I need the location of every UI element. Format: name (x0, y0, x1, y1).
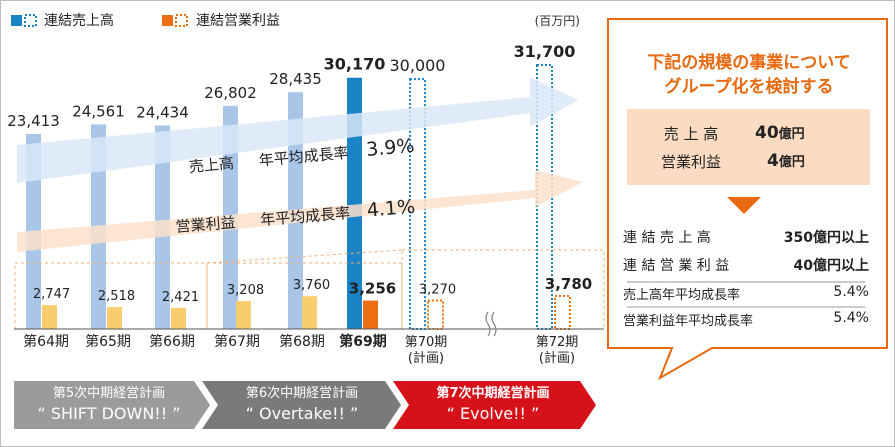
plan-7: 第7次中期経営計画 “ Evolve!! ” (403, 381, 583, 429)
profit-bar-3 (236, 300, 251, 329)
bars-layer: 23,413 2,747 24,561 2,518 24,434 2,421 26,802 3… (7, 42, 592, 331)
profit-bar-2 (171, 307, 186, 329)
profit-value-label-3: 3,208 (227, 283, 264, 298)
target-row-sales-cagr: 売上高年平均成長率 5.4% (623, 284, 869, 306)
target-profit-cagr-value: 5.4% (833, 310, 869, 326)
target-sales-cagr-label: 売上高年平均成長率 (623, 288, 741, 303)
profit-bar-0 (42, 305, 57, 329)
target-sales-cagr-value: 5.4% (833, 284, 869, 300)
profit-value-label-7: 3,780 (545, 275, 592, 293)
x-tick-label-3: 第67期 (214, 333, 260, 350)
scale-sales-label: 売 上 高 (663, 125, 719, 143)
sales-value-label-6: 30,000 (390, 56, 446, 75)
callout-title-line1: 下記の規模の事業について (647, 53, 851, 73)
profit-value-label-0: 2,747 (33, 287, 70, 302)
x-tick-label-2: 第66期 (149, 333, 195, 350)
sales-rate-value: 3.9% (365, 135, 415, 161)
sales-value-label-1: 24,561 (72, 102, 125, 120)
scale-sales-value: 40億円 (755, 123, 805, 143)
profit-value-label-2: 2,421 (162, 290, 199, 305)
profit-bar-6 (427, 299, 444, 331)
plan-chevron-6 (202, 381, 401, 429)
target-sales-value: 350億円以上 (783, 230, 869, 246)
legend-profit-swatch-plan (175, 14, 188, 27)
scale-row-profit: 営業利益 4億円 (627, 151, 870, 175)
target-profit-value: 40億円以上 (793, 258, 869, 274)
target-profit-label: 連 結 営 業 利 益 (623, 258, 730, 274)
legend-profit-label: 連結営業利益 (196, 13, 280, 29)
target-profit-cagr-label: 営業利益年平均成長率 (623, 314, 754, 329)
legend: 連結売上高 連結営業利益 (11, 12, 280, 29)
sales-value-label-5: 30,170 (324, 55, 386, 74)
profit-bar-1 (107, 307, 122, 329)
x-tick-label-7-0: 第72期 (536, 335, 579, 350)
legend-sales-label: 連結売上高 (44, 12, 114, 29)
x-axis-ticks: 第64期 第65期 第66期 第67期 第68期 第69期 第70期(計画)第72期(計画) (23, 333, 578, 366)
legend-sales-swatch-solid (11, 15, 22, 26)
target-row-sales: 連 結 売 上 高 350億円以上 (623, 227, 869, 249)
scale-box: 売 上 高 40億円 営業利益 4億円 (627, 109, 870, 185)
sales-value-label-3: 26,802 (204, 84, 257, 102)
x-tick-label-6-1: (計画) (408, 350, 444, 366)
plan-7-slogan: “ Evolve!! ” (446, 404, 540, 423)
scale-row-sales: 売 上 高 40億円 (627, 123, 870, 147)
profit-value-label-1: 2,518 (98, 289, 135, 304)
legend-profit-swatch-solid (162, 15, 173, 26)
profit-arrow-label: 営業利益 (175, 213, 236, 236)
callout-panel: 下記の規模の事業について グループ化を検討する 売 上 高 40億円 営業利益 … (615, 26, 883, 342)
legend-sales-swatch-plan (24, 14, 37, 27)
x-tick-label-7-1: (計画) (539, 350, 575, 366)
plan-5-slogan: “ SHIFT DOWN!! ” (37, 404, 181, 423)
x-tick-label-4: 第68期 (279, 333, 325, 350)
sales-value-label-2: 24,434 (136, 104, 189, 122)
x-tick-label-1: 第65期 (85, 333, 131, 350)
plan-6-title: 第6次中期経営計画 (245, 386, 359, 401)
x-tick-label-6-0: 第70期 (405, 335, 448, 350)
target-row-profit: 連 結 営 業 利 益 40億円以上 (623, 255, 869, 277)
profit-rate-label: 年平均成長率 (260, 204, 351, 229)
plan-chevron-7 (393, 381, 596, 429)
x-tick-label-0: 第64期 (23, 333, 69, 350)
profit-bar-7 (554, 295, 571, 330)
scale-profit-label: 営業利益 (660, 153, 721, 171)
scale-profit-value: 4億円 (767, 151, 805, 171)
plan-7-title: 第7次中期経営計画 (436, 386, 550, 401)
sales-growth-arrow (17, 77, 578, 183)
sales-arrow-label: 売上高 (188, 154, 234, 176)
axis-break-icon (485, 311, 497, 337)
sales-value-label-0: 23,413 (7, 112, 60, 130)
plan-chevron-5 (14, 381, 210, 429)
sales-value-label-4: 28,435 (269, 70, 322, 88)
sales-value-label-7: 31,700 (514, 42, 576, 61)
x-tick-label-5: 第69期 (339, 333, 386, 350)
plan-6-slogan: “ Overtake!! ” (245, 404, 359, 423)
profit-value-label-6: 3,270 (419, 282, 456, 297)
profit-frame-connector (206, 249, 403, 264)
plan-6: 第6次中期経営計画 “ Overtake!! ” (212, 381, 392, 429)
sales-bar-5 (347, 77, 362, 329)
profit-value-label-5: 3,256 (349, 280, 396, 298)
profit-growth-arrow (17, 170, 583, 252)
profit-frame-right (401, 249, 605, 330)
target-row-profit-cagr: 営業利益年平均成長率 5.4% (623, 310, 869, 332)
unit-label: (百万円) (535, 14, 580, 28)
profit-bar-5 (363, 300, 378, 329)
callout-title-line2: グループ化を検討する (664, 77, 834, 97)
target-sales-label: 連 結 売 上 高 (623, 230, 711, 246)
down-arrow-icon (727, 197, 761, 214)
plan-5: 第5次中期経営計画 “ SHIFT DOWN!! ” (14, 381, 204, 429)
profit-bar-4 (302, 296, 317, 329)
profit-value-label-4: 3,760 (293, 278, 330, 293)
profit-rate-value: 4.1% (366, 196, 416, 222)
plan-5-title: 第5次中期経営計画 (52, 386, 166, 401)
